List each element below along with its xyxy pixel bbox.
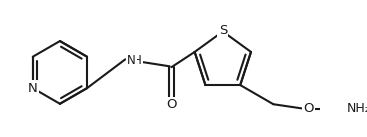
Text: N: N	[127, 54, 136, 67]
Text: NH₂: NH₂	[346, 102, 367, 115]
Text: O: O	[303, 102, 313, 115]
Text: O: O	[166, 98, 177, 111]
Text: H: H	[133, 54, 142, 67]
Text: N: N	[28, 82, 38, 95]
Text: S: S	[219, 24, 227, 37]
